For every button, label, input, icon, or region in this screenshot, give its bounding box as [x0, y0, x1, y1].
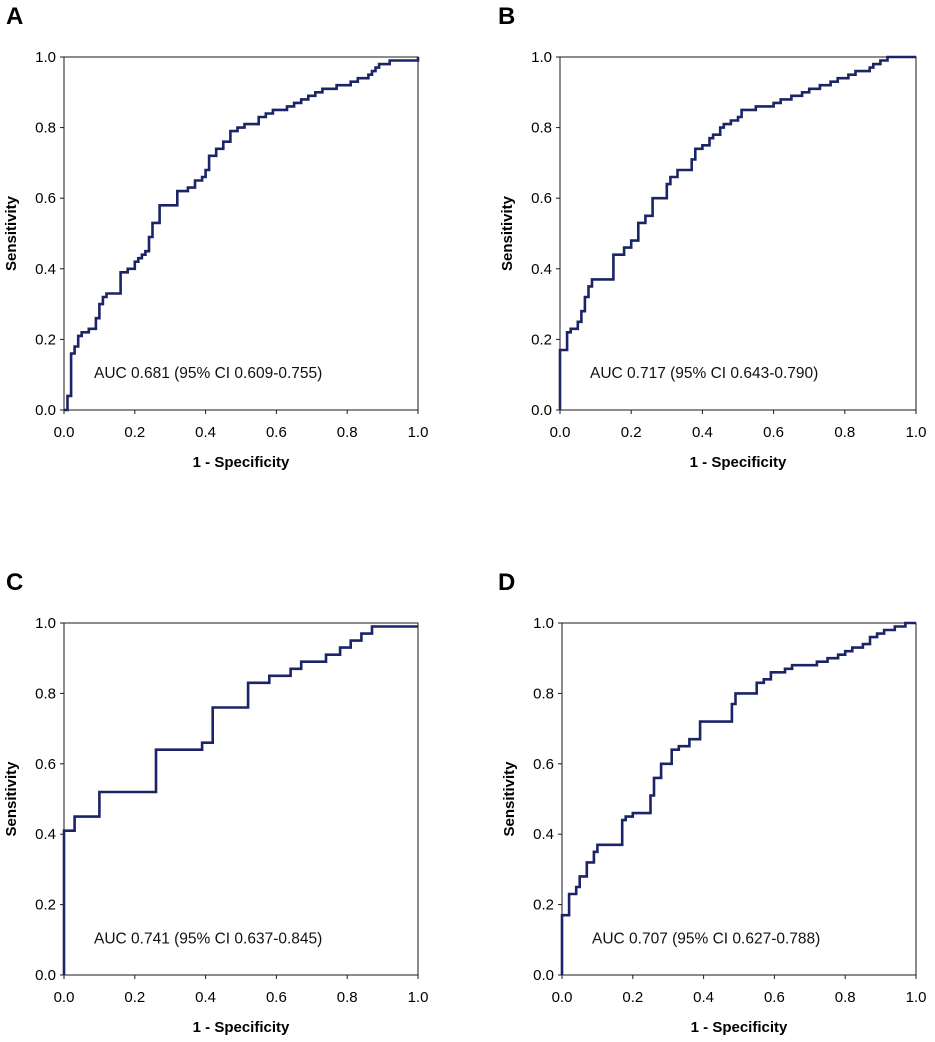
panel-letter: B — [498, 3, 515, 30]
y-tick-label: 0.4 — [531, 261, 552, 278]
y-tick-label: 0.8 — [533, 685, 554, 702]
x-axis-label: 1 - Specificity — [690, 454, 787, 471]
roc-curve-series — [558, 55, 916, 410]
x-tick-label: 0.6 — [764, 989, 785, 1006]
y-axis-label: Sensitivity — [499, 195, 516, 271]
roc-curve-series — [64, 57, 420, 412]
y-tick-label: 0.4 — [533, 826, 554, 843]
x-tick-label: 0.8 — [835, 989, 856, 1006]
x-tick-label: 0.8 — [337, 989, 358, 1006]
y-tick-label: 0.2 — [533, 897, 554, 914]
roc-panel-d: D 0.0 0.2 0.4 0.6 0.8 1.0 0.0 0.2 0.4 0.6 0.8 1.0 1 -… — [498, 569, 926, 1036]
y-tick-label: 0.4 — [35, 826, 56, 843]
x-axis-label: 1 - Specificity — [193, 1019, 290, 1036]
x-tick-label: 1.0 — [906, 989, 927, 1006]
roc-panel-b: B 0.0 0.2 0.4 0.6 0.8 1.0 0.0 0.2 0.4 0.6 0.8 1.0 1 -… — [498, 3, 926, 471]
roc-panel-c: C 0.0 0.2 0.4 0.6 0.8 1.0 0.0 0.2 0.4 0.6 0.8 1.0 1 -… — [3, 569, 428, 1036]
roc-curve-series — [560, 621, 916, 975]
y-tick-label: 0.0 — [533, 967, 554, 984]
x-tick-label: 0.2 — [621, 424, 642, 441]
y-axis-label: Sensitivity — [501, 761, 518, 837]
x-tick-label: 0.2 — [622, 989, 643, 1006]
x-tick-label: 0.6 — [266, 989, 287, 1006]
panel-letter: D — [498, 569, 515, 596]
y-tick-label: 1.0 — [35, 49, 56, 66]
plot-frame — [559, 56, 917, 411]
x-tick-label: 0.2 — [124, 424, 145, 441]
y-tick-label: 0.4 — [35, 261, 56, 278]
y-tick-label: 0.0 — [35, 402, 56, 419]
y-tick-label: 1.0 — [35, 615, 56, 632]
y-tick-label: 1.0 — [533, 615, 554, 632]
roc-curve-series — [62, 625, 418, 975]
y-tick-label: 0.2 — [531, 331, 552, 348]
roc-panel-a: A 0.0 0.2 0.4 0.6 0.8 1.0 0.0 0.2 0.4 0.6 0.8 1.0 1 -… — [3, 3, 428, 471]
plot-frame — [63, 56, 419, 411]
x-tick-label: 0.6 — [266, 424, 287, 441]
y-tick-label: 0.0 — [531, 402, 552, 419]
x-tick-label: 0.4 — [693, 989, 714, 1006]
panel-letter: A — [6, 3, 23, 30]
y-tick-label: 0.8 — [531, 120, 552, 137]
x-tick-label: 0.0 — [54, 424, 75, 441]
y-tick-label: 1.0 — [531, 49, 552, 66]
auc-annotation: AUC 0.741 (95% CI 0.637-0.845) — [94, 930, 322, 947]
x-tick-label: 0.0 — [552, 989, 573, 1006]
x-tick-label: 1.0 — [906, 424, 927, 441]
y-tick-label: 0.6 — [531, 190, 552, 207]
x-tick-label: 0.4 — [195, 424, 216, 441]
y-tick-label: 0.8 — [35, 120, 56, 137]
y-axis-label: Sensitivity — [3, 761, 20, 837]
x-axis-label: 1 - Specificity — [193, 454, 290, 471]
y-axis-label: Sensitivity — [3, 195, 20, 271]
x-tick-label: 0.0 — [550, 424, 571, 441]
x-tick-label: 0.8 — [337, 424, 358, 441]
auc-annotation: AUC 0.717 (95% CI 0.643-0.790) — [590, 365, 818, 382]
x-tick-label: 0.2 — [124, 989, 145, 1006]
y-tick-label: 0.0 — [35, 967, 56, 984]
plot-frame — [561, 622, 917, 976]
y-tick-label: 0.6 — [533, 756, 554, 773]
x-tick-label: 1.0 — [408, 424, 429, 441]
y-tick-label: 0.2 — [35, 897, 56, 914]
auc-annotation: AUC 0.681 (95% CI 0.609-0.755) — [94, 365, 322, 382]
x-tick-label: 0.4 — [692, 424, 713, 441]
panel-letter: C — [6, 569, 23, 596]
x-axis-label: 1 - Specificity — [691, 1019, 788, 1036]
y-tick-label: 0.6 — [35, 756, 56, 773]
x-tick-label: 1.0 — [408, 989, 429, 1006]
x-tick-label: 0.8 — [834, 424, 855, 441]
x-tick-label: 0.0 — [54, 989, 75, 1006]
auc-annotation: AUC 0.707 (95% CI 0.627-0.788) — [592, 930, 820, 947]
y-tick-label: 0.6 — [35, 190, 56, 207]
y-tick-label: 0.8 — [35, 685, 56, 702]
x-tick-label: 0.4 — [195, 989, 216, 1006]
x-tick-label: 0.6 — [763, 424, 784, 441]
plot-frame — [63, 622, 419, 976]
y-tick-label: 0.2 — [35, 331, 56, 348]
